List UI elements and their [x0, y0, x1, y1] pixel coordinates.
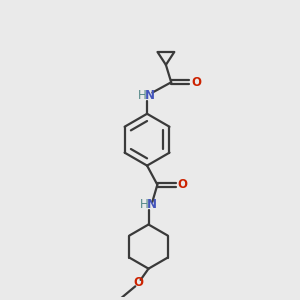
Text: O: O — [191, 76, 201, 89]
Text: O: O — [133, 276, 143, 289]
Text: H: H — [140, 198, 148, 211]
Text: O: O — [177, 178, 187, 191]
Text: N: N — [145, 89, 155, 102]
Text: N: N — [146, 198, 157, 211]
Text: H: H — [137, 89, 146, 102]
